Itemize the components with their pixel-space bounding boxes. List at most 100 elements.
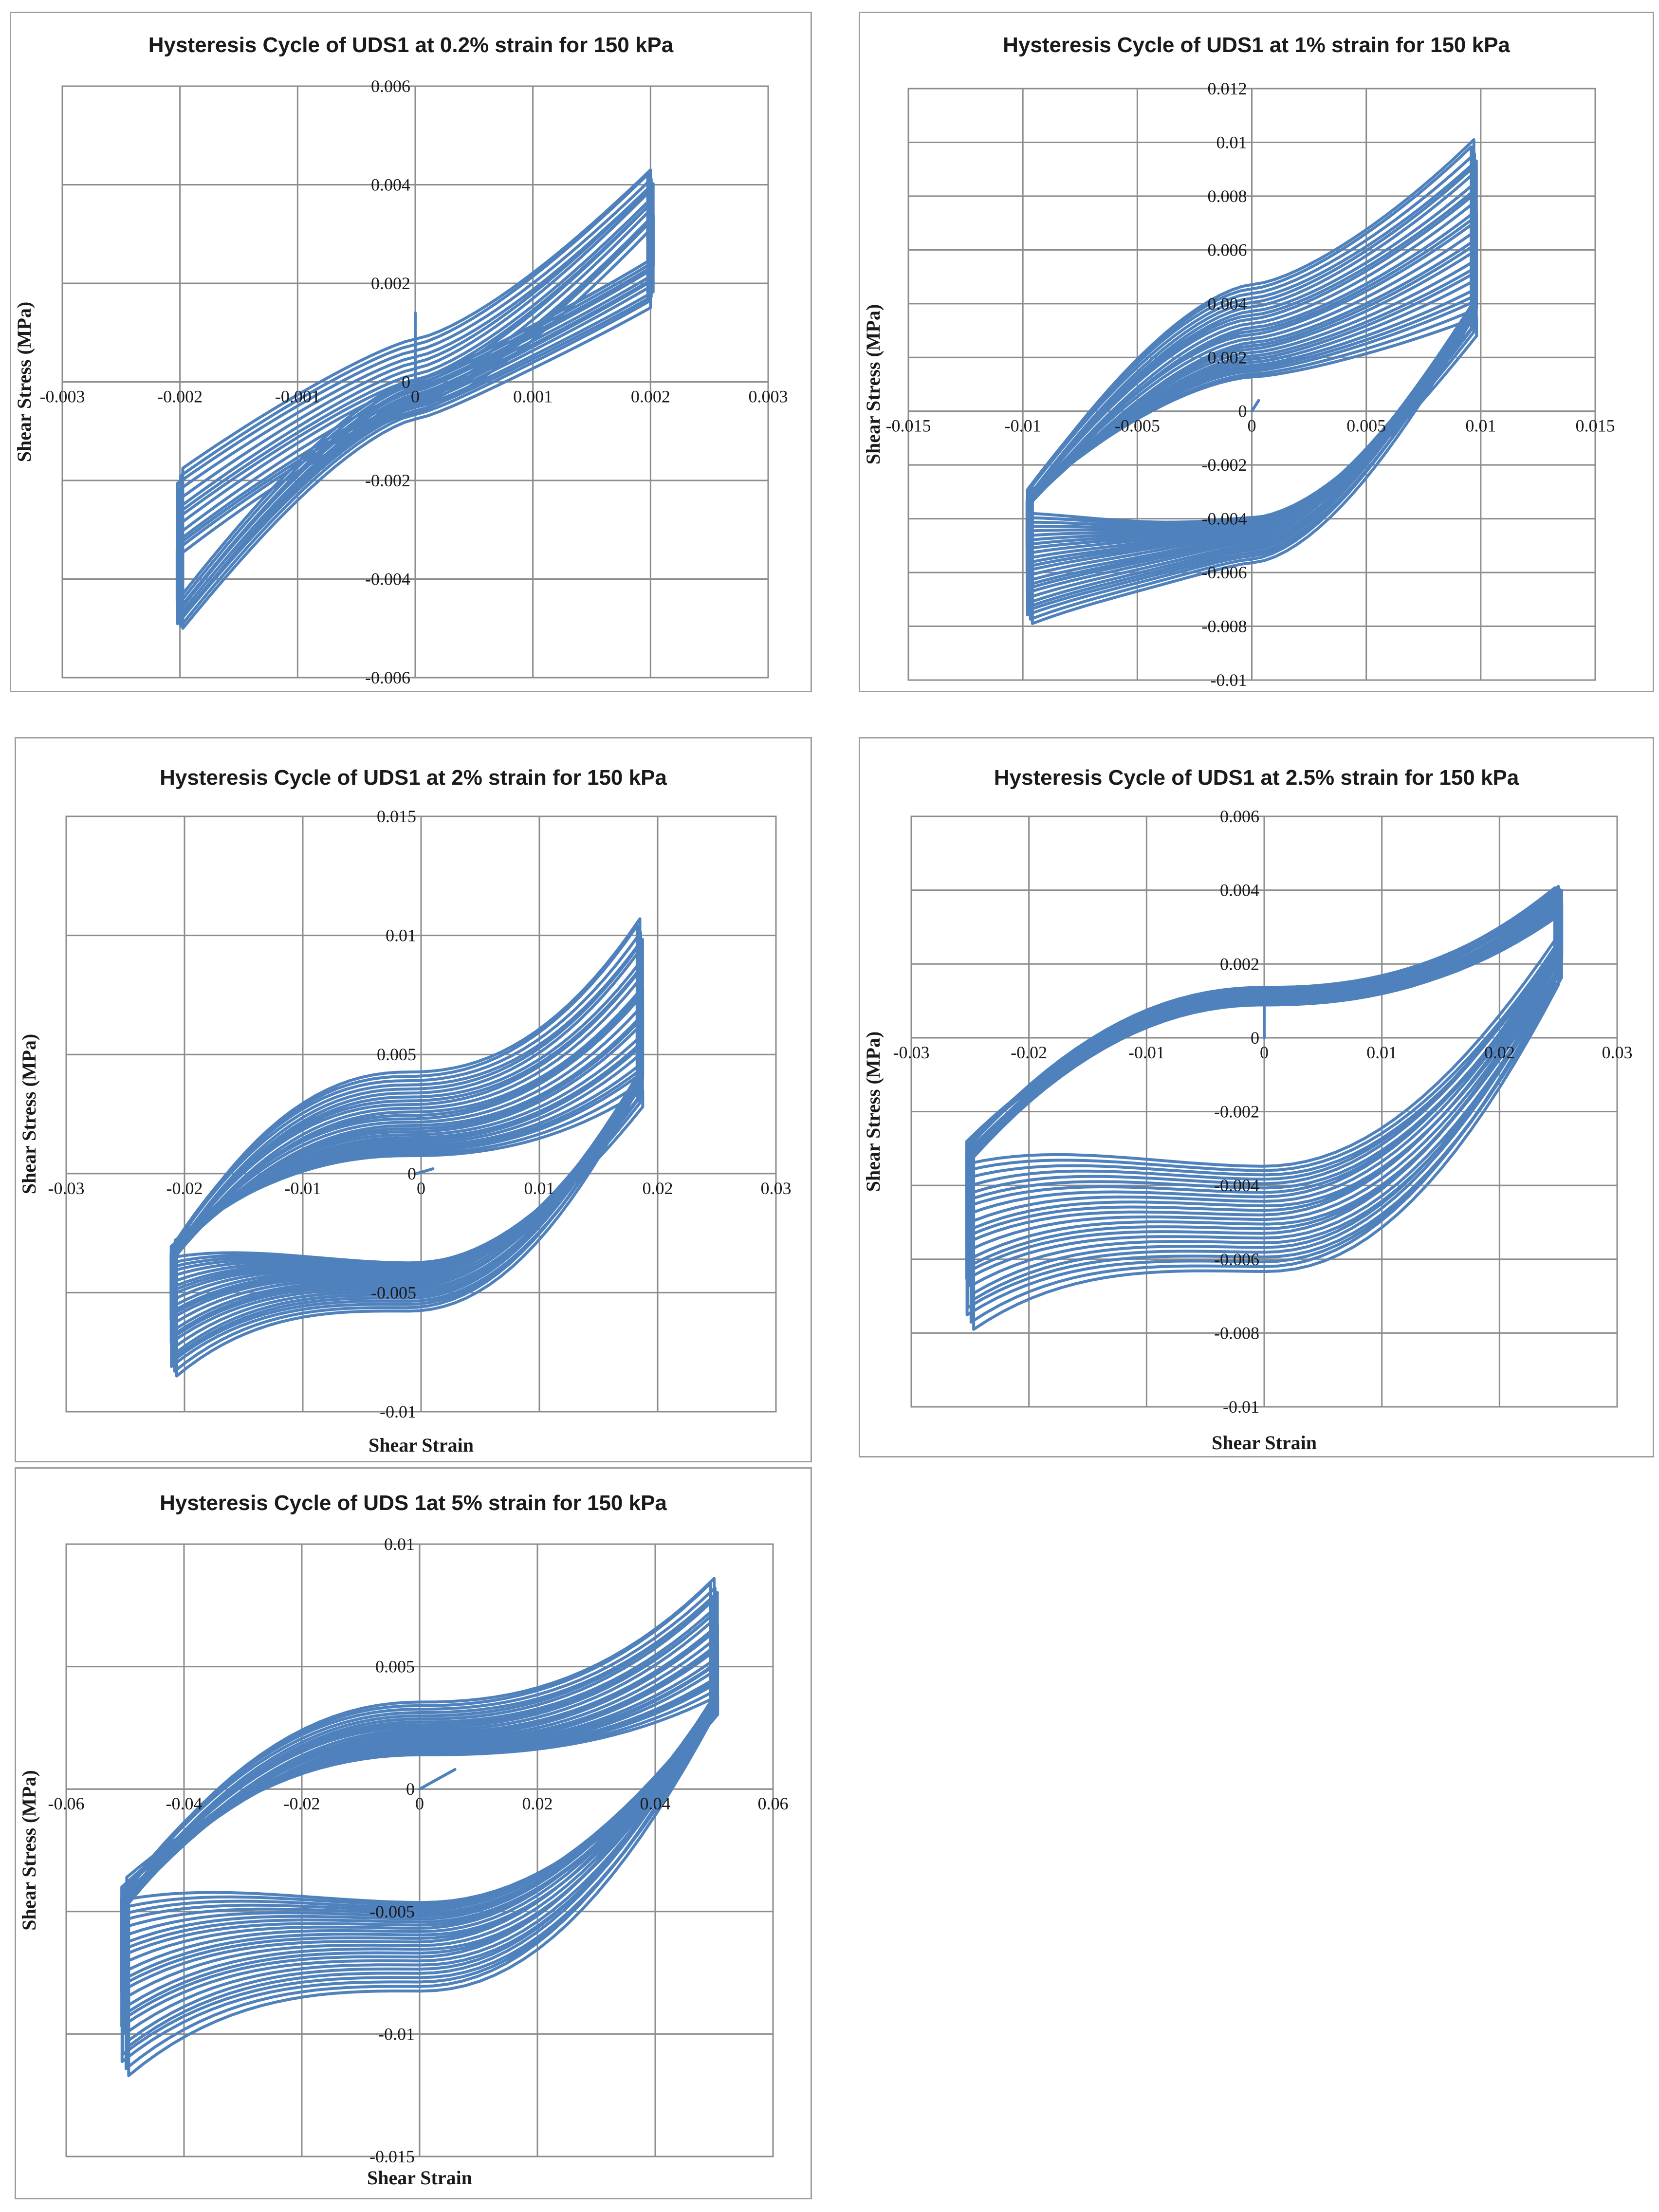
x-tick-label: -0.01 — [1005, 416, 1041, 436]
x-tick-label: -0.03 — [893, 1043, 930, 1062]
y-tick-label: 0.01 — [386, 926, 416, 945]
x-tick-label: 0.01 — [1366, 1043, 1397, 1062]
y-tick-label: 0 — [407, 1164, 416, 1183]
hysteresis-loop-cycle-4 — [176, 182, 655, 623]
y-tick-label: -0.006 — [1202, 563, 1247, 582]
x-tick-label: 0.02 — [522, 1794, 553, 1813]
y-tick-label: 0.005 — [375, 1657, 415, 1677]
initial-loading-branch — [418, 1768, 457, 1791]
x-tick-label: -0.002 — [157, 387, 203, 406]
x-tick-label: 0.01 — [1465, 416, 1496, 436]
x-tick-label: 0 — [1248, 416, 1256, 436]
y-tick-label: -0.004 — [365, 570, 410, 589]
y-tick-label: -0.015 — [369, 2147, 415, 2166]
y-tick-label: -0.008 — [1202, 617, 1247, 636]
x-tick-label: 0.02 — [643, 1179, 673, 1198]
chart-panel-2pct: Hysteresis Cycle of UDS1 at 2% strain fo… — [15, 737, 812, 1462]
y-tick-label: -0.005 — [371, 1283, 416, 1302]
hysteresis-series — [175, 168, 655, 630]
chart-panel-1pct: Hysteresis Cycle of UDS1 at 1% strain fo… — [859, 12, 1654, 692]
x-tick-label: 0.001 — [513, 387, 553, 406]
y-tick-label: 0.01 — [1217, 132, 1247, 152]
hysteresis-loop-cycle-5 — [180, 186, 651, 621]
hysteresis-loop-cycle-26 — [125, 1695, 719, 1904]
y-tick-label: -0.01 — [380, 1402, 416, 1421]
x-tick-label: 0.005 — [1346, 416, 1386, 436]
y-axis-title: Shear Stress (MPa) — [13, 302, 35, 462]
x-tick-label: -0.02 — [284, 1794, 320, 1813]
y-tick-label: 0.002 — [1208, 348, 1247, 367]
hysteresis-series — [1025, 138, 1478, 625]
chart-svg-5pct: Hysteresis Cycle of UDS 1at 5% strain fo… — [18, 1491, 789, 2189]
y-tick-label: -0.002 — [1214, 1102, 1259, 1122]
y-tick-label: -0.004 — [1202, 509, 1247, 529]
chart-panel-5pct: Hysteresis Cycle of UDS 1at 5% strain fo… — [15, 1467, 812, 2199]
x-tick-label: 0.015 — [1576, 416, 1615, 436]
x-tick-label: 0 — [415, 1794, 424, 1813]
y-tick-label: 0 — [1238, 402, 1247, 421]
y-axis-title: Shear Stress (MPa) — [18, 1770, 40, 1931]
chart-title: Hysteresis Cycle of UDS1 at 2.5% strain … — [994, 766, 1519, 790]
y-tick-label: -0.004 — [1214, 1176, 1259, 1195]
x-tick-label: 0.03 — [1602, 1043, 1633, 1062]
y-tick-label: 0.006 — [1208, 240, 1247, 259]
x-tick-label: 0.03 — [761, 1179, 792, 1198]
y-tick-label: 0.004 — [371, 175, 410, 195]
y-axis-title: Shear Stress (MPa) — [862, 1032, 884, 1192]
y-tick-label: -0.006 — [365, 668, 410, 687]
chart-panel-2-5pct: Hysteresis Cycle of UDS1 at 2.5% strain … — [859, 737, 1654, 1457]
y-tick-label: -0.002 — [1202, 455, 1247, 475]
y-tick-label: -0.005 — [369, 1902, 415, 1921]
chart-svg-2pct: Hysteresis Cycle of UDS1 at 2% strain fo… — [18, 766, 792, 1456]
hysteresis-loop-cycle-12 — [178, 218, 653, 605]
hysteresis-loop-cycle-24 — [969, 914, 1556, 1168]
y-axis-title: Shear Stress (MPa) — [862, 304, 884, 465]
hysteresis-loop-cycle-1 — [181, 168, 652, 630]
chart-title: Hysteresis Cycle of UDS1 at 2% strain fo… — [160, 766, 667, 790]
y-tick-label: 0.002 — [371, 274, 410, 293]
y-tick-label: 0.004 — [1220, 881, 1259, 900]
initial-loading-branch — [1250, 399, 1260, 413]
y-tick-label: 0.005 — [377, 1045, 416, 1064]
x-tick-label: 0.003 — [749, 387, 788, 406]
hysteresis-series — [169, 917, 645, 1378]
x-tick-label: 0 — [1260, 1043, 1269, 1062]
chart-svg-1pct: Hysteresis Cycle of UDS1 at 1% strain fo… — [862, 33, 1615, 690]
y-tick-label: 0 — [402, 372, 410, 392]
x-tick-label: -0.01 — [1128, 1043, 1165, 1062]
hysteresis-loop-cycle-26 — [1029, 315, 1478, 524]
x-tick-label: 0 — [417, 1179, 425, 1198]
x-tick-label: 0.06 — [758, 1794, 789, 1813]
x-axis-title: Shear Strain — [1212, 1432, 1317, 1454]
x-tick-label: -0.005 — [1115, 416, 1160, 436]
y-tick-label: 0.004 — [1208, 294, 1247, 313]
chart-svg-0-2pct: Hysteresis Cycle of UDS1 at 0.2% strain … — [13, 33, 788, 687]
y-tick-label: -0.01 — [378, 2024, 415, 2044]
hysteresis-series — [120, 1577, 719, 2077]
y-tick-label: 0.002 — [1220, 954, 1259, 974]
hysteresis-series — [965, 885, 1564, 1331]
y-tick-label: 0 — [1251, 1028, 1259, 1048]
y-tick-label: 0.012 — [1208, 79, 1247, 98]
x-tick-label: 0 — [411, 387, 420, 406]
x-tick-label: 0.01 — [524, 1179, 555, 1198]
x-tick-label: -0.03 — [48, 1179, 85, 1198]
y-tick-label: 0.006 — [1220, 807, 1259, 826]
y-tick-label: -0.008 — [1214, 1323, 1259, 1343]
y-axis-title: Shear Stress (MPa) — [18, 1034, 40, 1195]
y-tick-label: 0.008 — [1208, 186, 1247, 206]
y-tick-label: 0.006 — [371, 76, 410, 96]
chart-title: Hysteresis Cycle of UDS 1at 5% strain fo… — [160, 1491, 667, 1515]
hysteresis-loop-cycle-3 — [176, 177, 653, 626]
chart-panel-0-2pct: Hysteresis Cycle of UDS1 at 0.2% strain … — [10, 12, 812, 692]
y-tick-label: 0.015 — [377, 807, 416, 826]
chart-title: Hysteresis Cycle of UDS1 at 0.2% strain … — [148, 33, 674, 57]
x-axis-title: Shear Strain — [367, 2167, 472, 2189]
hysteresis-loop-cycle-14 — [177, 227, 652, 600]
y-tick-label: 0.01 — [384, 1534, 415, 1554]
hysteresis-loop-cycle-2 — [179, 173, 649, 628]
y-tick-label: -0.002 — [365, 471, 410, 490]
x-tick-label: -0.001 — [275, 387, 320, 406]
hysteresis-loop-cycle-4 — [966, 889, 1563, 1309]
x-tick-label: -0.02 — [1011, 1043, 1047, 1062]
